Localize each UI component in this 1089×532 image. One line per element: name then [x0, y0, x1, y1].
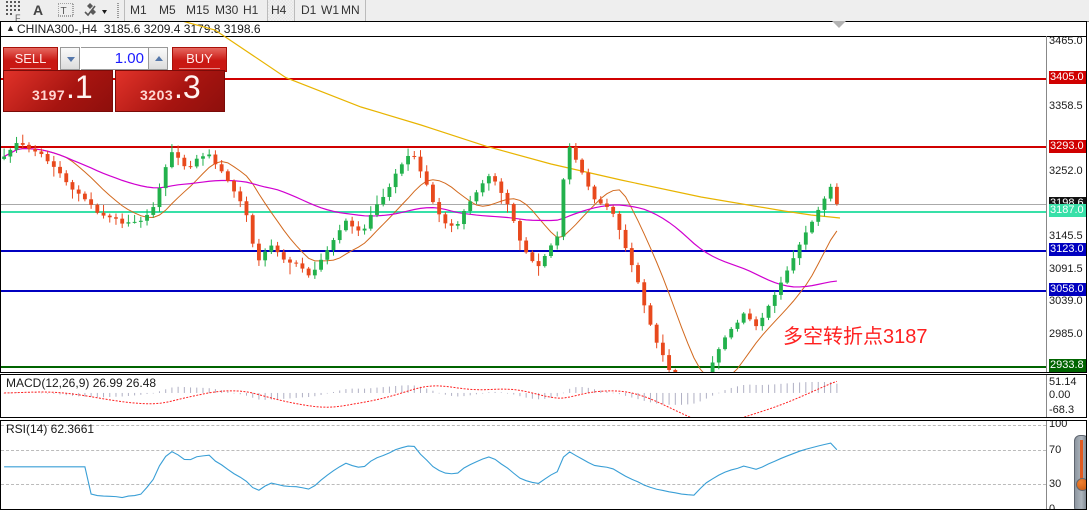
svg-text:F: F — [15, 13, 21, 21]
svg-text:T: T — [61, 6, 67, 17]
